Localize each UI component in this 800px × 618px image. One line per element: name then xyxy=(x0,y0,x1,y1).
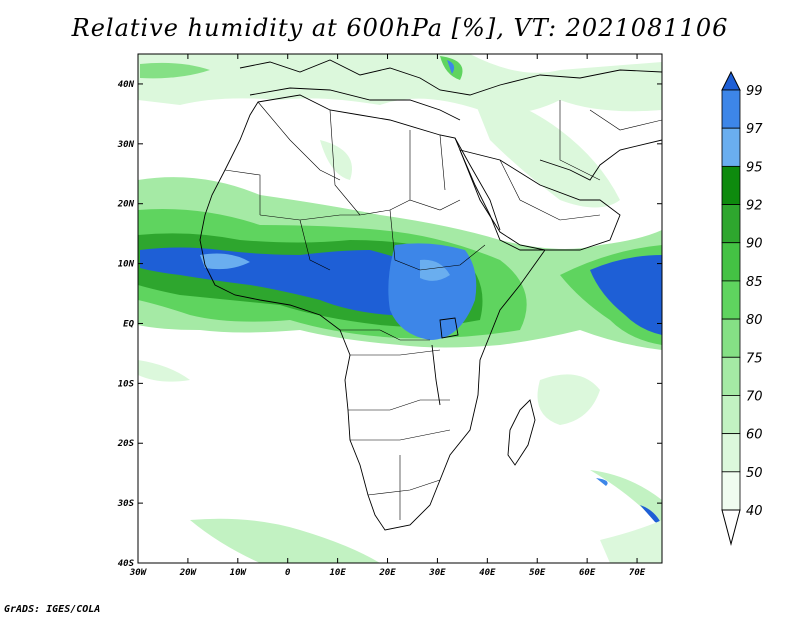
longitude-axis: 30W 20W 10W 0 10E 20E 30E 40E 50E 60E 70E xyxy=(129,54,646,578)
lon-tick-label: 70E xyxy=(629,568,646,578)
lon-tick-label: 10E xyxy=(329,568,346,578)
colorbar-segment xyxy=(721,395,741,435)
colorbar-level-label: 95 xyxy=(746,160,763,175)
colorbar-level-label: 75 xyxy=(746,351,763,366)
arabian-peninsula-coastline xyxy=(459,149,621,251)
lat-tick-label: 40N xyxy=(118,80,135,90)
colorbar-level-label: 85 xyxy=(746,275,763,290)
colorbar-top-arrow xyxy=(721,70,741,91)
colorbar-segment xyxy=(721,127,741,167)
lat-tick-label: 20S xyxy=(117,439,135,449)
lon-tick-label: 10W xyxy=(230,568,248,578)
lat-tick-label: 10N xyxy=(118,260,135,270)
lon-tick-label: 0 xyxy=(285,568,291,578)
colorbar-segment xyxy=(721,280,741,320)
country-borders xyxy=(224,100,662,520)
colorbar-segment xyxy=(721,433,741,473)
colorbar-level-label: 97 xyxy=(746,122,763,137)
lat-tick-label: 10S xyxy=(118,379,135,389)
map-frame xyxy=(137,53,663,564)
plot-title: Relative humidity at 600hPa [%], VT: 202… xyxy=(71,14,729,42)
madagascar-coastline xyxy=(507,399,536,466)
colorbar-level-label: 50 xyxy=(746,466,763,481)
colorbar-segment xyxy=(721,318,741,358)
colorbar-level-label: 40 xyxy=(746,504,763,519)
mediterranean-north xyxy=(249,87,461,121)
lon-tick-label: 60E xyxy=(579,568,596,578)
humidity-map: 40N 30N 20N 10N EQ 10S 20S 30S 40S 30W 20W 10W 0 10E… xyxy=(117,53,763,578)
lat-tick-label: 20N xyxy=(117,200,135,210)
colorbar-level-label: 80 xyxy=(746,313,763,328)
lon-tick-label: 50E xyxy=(529,568,546,578)
colorbar-level-label: 92 xyxy=(746,199,763,214)
colorbar-legend: 99 97 95 92 90 85 80 75 70 60 50 40 xyxy=(721,70,763,546)
colorbar-segment xyxy=(721,471,741,511)
colorbar-segment xyxy=(721,356,741,396)
latitude-axis: 40N 30N 20N 10N EQ 10S 20S 30S 40S xyxy=(117,80,662,569)
lat-tick-label: 40S xyxy=(118,559,135,569)
persian-gulf xyxy=(539,139,662,181)
colorbar-bottom-arrow xyxy=(721,509,741,546)
grads-credit: GrADS: IGES/COLA xyxy=(4,604,101,615)
colorbar-level-label: 60 xyxy=(746,428,763,443)
lake-victoria xyxy=(439,317,459,339)
lon-tick-label: 20E xyxy=(378,568,396,578)
lon-tick-label: 30W xyxy=(129,568,148,578)
humidity-area-south xyxy=(190,518,380,563)
coastlines xyxy=(199,59,662,531)
colorbar-segment xyxy=(721,204,741,244)
colorbar-segment xyxy=(721,242,741,282)
colorbar-segment xyxy=(721,89,741,129)
colorbar-level-label: 90 xyxy=(746,237,763,252)
lon-tick-label: 30E xyxy=(428,568,446,578)
colorbar-level-label: 70 xyxy=(746,389,763,404)
europe-coastline xyxy=(239,59,662,96)
colorbar-segment xyxy=(721,165,741,205)
red-sea xyxy=(454,137,501,231)
lon-tick-label: 20W xyxy=(179,568,198,578)
lat-tick-label: 30S xyxy=(117,499,135,509)
lon-tick-label: 40E xyxy=(479,568,496,578)
humidity-core-arabian-sea xyxy=(590,255,662,335)
colorbar-level-label: 99 xyxy=(746,84,763,99)
humidity-field xyxy=(138,54,662,563)
lat-tick-label: EQ xyxy=(123,319,134,329)
lake-tanganyika xyxy=(431,344,441,406)
lat-tick-label: 30N xyxy=(117,140,135,150)
humidity-area-north xyxy=(138,54,662,114)
